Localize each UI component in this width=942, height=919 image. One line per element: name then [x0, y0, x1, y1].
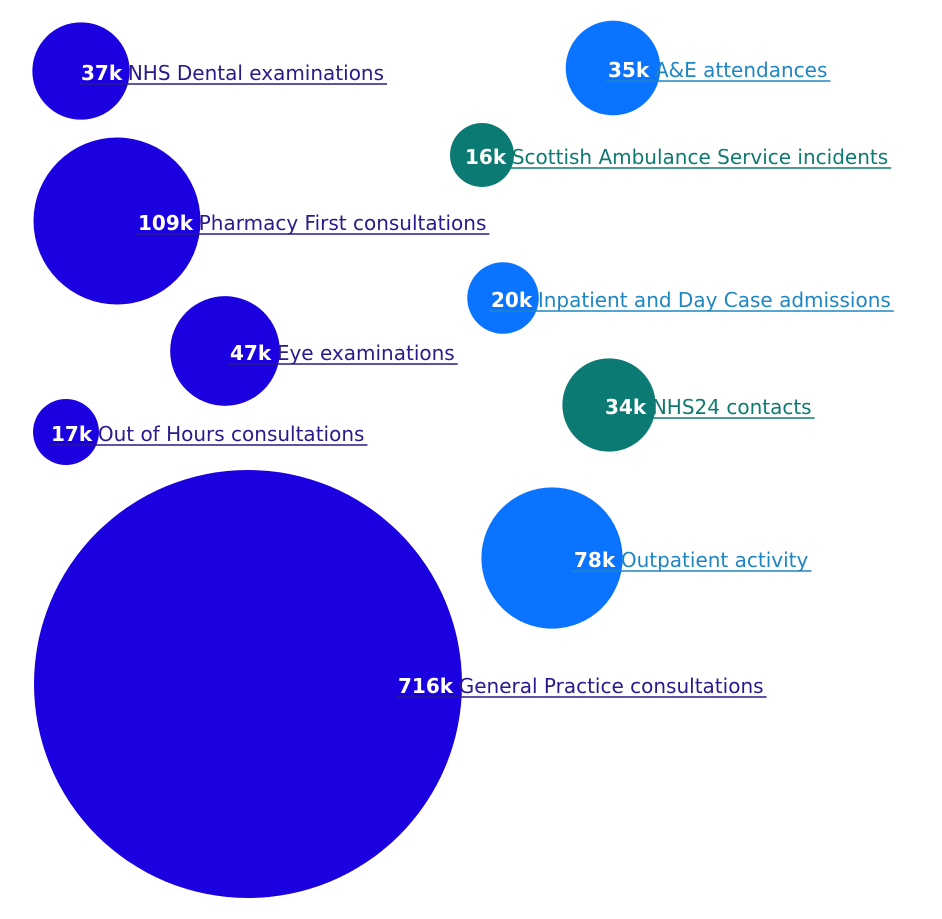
bubble-a-e-attendances[interactable]: 35k A&E attendances: [565, 20, 831, 116]
bubble-category-label: A&E attendances: [655, 58, 828, 82]
bubble-general-practice-consultations[interactable]: 716k General Practice consultations: [34, 470, 767, 898]
bubble-category-label: Eye examinations: [277, 341, 455, 365]
bubble-value-label: 17k: [51, 422, 93, 446]
bubble-nhs-dental-examinations[interactable]: 37k NHS Dental examinations: [32, 22, 388, 120]
bubble-category-label: Outpatient activity: [621, 548, 809, 572]
bubble-circle: [450, 123, 514, 187]
bubble-value-label: 78k: [574, 548, 616, 572]
bubble-value-label: 34k: [605, 395, 647, 419]
bubble-category-label: Pharmacy First consultations: [199, 211, 487, 235]
bubble-value-label: 716k: [398, 674, 454, 698]
bubble-circle: [34, 470, 462, 898]
bubble-category-label: Inpatient and Day Case admissions: [538, 288, 891, 312]
bubble-pharmacy-first-consultations[interactable]: 109k Pharmacy First consultations: [33, 137, 490, 305]
bubble-value-label: 37k: [81, 61, 123, 85]
bubble-out-of-hours-consultations[interactable]: 17k Out of Hours consultations: [33, 399, 368, 465]
bubble-circle: [562, 358, 656, 452]
bubble-circle: [481, 487, 623, 629]
bubble-value-label: 20k: [491, 288, 533, 312]
bubble-nhs24-contacts[interactable]: 34k NHS24 contacts: [562, 358, 815, 452]
bubble-inpatient-and-day-case-admissions[interactable]: 20k Inpatient and Day Case admissions: [467, 262, 894, 334]
bubble-circle: [32, 22, 130, 120]
bubble-circle: [170, 296, 280, 406]
bubble-value-label: 16k: [465, 145, 507, 169]
bubble-category-label: General Practice consultations: [459, 674, 764, 698]
bubble-circle: [33, 137, 201, 305]
bubble-circle: [565, 20, 661, 116]
bubble-scottish-ambulance-service-incidents[interactable]: 16k Scottish Ambulance Service incidents: [450, 123, 892, 187]
bubble-circle: [33, 399, 99, 465]
bubble-value-label: 35k: [608, 58, 650, 82]
bubble-value-label: 109k: [138, 211, 194, 235]
bubble-category-label: Scottish Ambulance Service incidents: [512, 145, 888, 169]
bubble-circle: [467, 262, 539, 334]
bubble-outpatient-activity[interactable]: 78k Outpatient activity: [481, 487, 812, 629]
bubble-value-label: 47k: [230, 341, 272, 365]
bubble-category-label: Out of Hours consultations: [98, 422, 365, 446]
bubble-eye-examinations[interactable]: 47k Eye examinations: [170, 296, 458, 406]
bubble-category-label: NHS Dental examinations: [128, 61, 384, 85]
bubble-category-label: NHS24 contacts: [652, 395, 812, 419]
